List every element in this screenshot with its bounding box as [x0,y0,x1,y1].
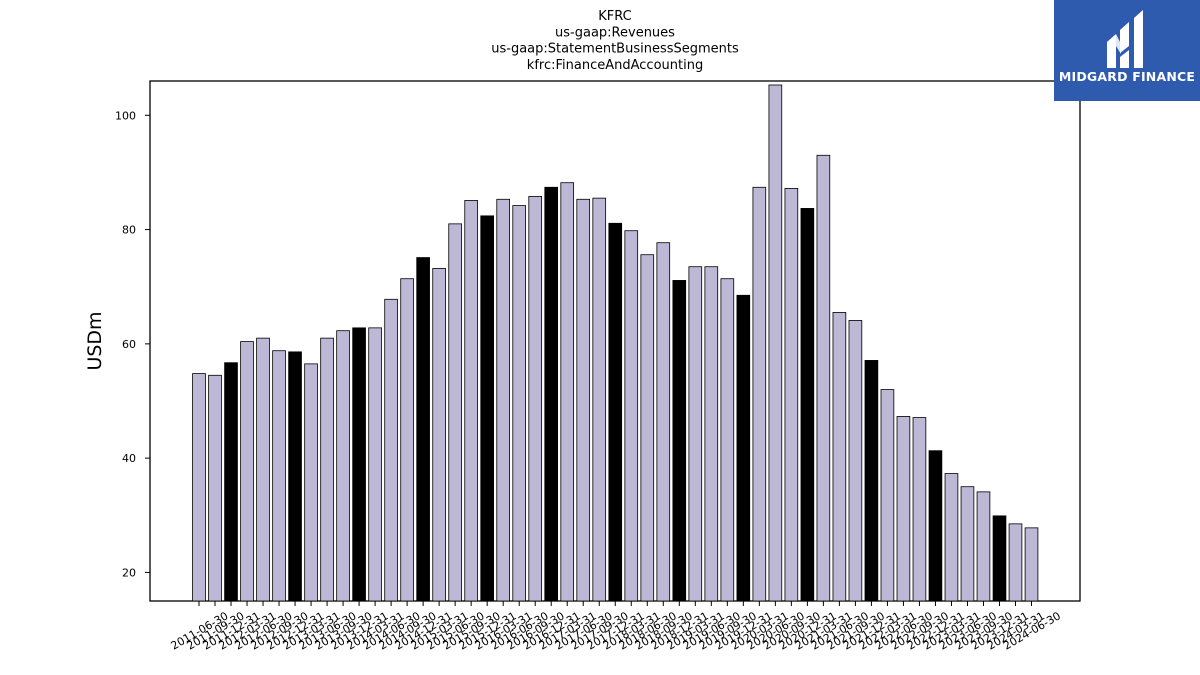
x-axis: 2011-06-302011-09-302011-12-312012-03-31… [169,601,1063,653]
y-tick-label: 60 [122,338,136,351]
bar-2011-06-30 [192,373,206,602]
bar-2022-03-31 [880,389,895,602]
bar-2013-09-30 [336,330,350,602]
bar-2021-06-30 [832,312,847,602]
bar-2021-12-31 [864,360,879,602]
bar-2017-09-30 [592,197,607,602]
bar-2014-06-30 [384,298,398,602]
bar-2020-09-30 [784,188,799,602]
chart-title-line: us-gaap:Revenues [555,25,675,40]
bar-2012-03-31 [240,341,254,602]
bar-2022-12-31 [928,450,943,602]
logo-text: MIDGARD FINANCE [1059,69,1195,84]
logo: MIDGARD FINANCE [1054,0,1200,101]
bar-2019-09-30 [720,278,735,602]
bar-2011-09-30 [208,374,222,602]
bar-2017-06-30 [576,198,591,602]
bar-2024-03-31 [1008,523,1023,602]
bar-2013-12-31 [352,327,366,602]
logo-mark-icon [1107,10,1143,68]
bar-2018-09-30 [656,242,671,602]
bar-series [192,84,1039,602]
bar-2013-06-30 [320,337,334,602]
bar-2017-03-31 [560,182,575,602]
bar-2022-06-30 [896,416,911,602]
bar-2018-06-30 [640,254,655,602]
bar-2020-06-30 [768,84,783,602]
bar-2023-12-31 [992,515,1007,602]
bar-2014-03-31 [368,327,382,602]
bar-2011-12-31 [224,362,238,602]
bar-2018-03-31 [624,230,639,602]
chart-title-line: KFRC [598,9,631,24]
bar-2020-12-31 [800,208,815,602]
bar-2018-12-31 [672,280,687,602]
y-tick-label: 20 [122,566,136,579]
bar-2014-09-30 [400,278,414,602]
bar-2012-12-31 [288,351,302,602]
bar-2015-06-30 [448,223,462,602]
bar-2020-03-31 [752,186,767,602]
bar-2015-03-31 [432,268,446,602]
bar-2023-06-30 [960,486,975,602]
bar-2019-06-30 [704,266,719,602]
y-tick-label: 80 [122,224,136,237]
bar-2014-12-31 [416,257,430,602]
bar-2015-12-31 [480,215,494,602]
bar-2022-09-30 [912,417,927,602]
bar-2016-06-30 [512,205,526,602]
bar-2016-12-31 [544,186,559,602]
bar-2016-03-31 [496,198,510,602]
chart-title-line: us-gaap:StatementBusinessSegments [491,42,739,57]
bar-2012-09-30 [272,350,286,602]
y-axis-label: USDm [84,311,106,370]
bar-2016-09-30 [528,196,543,602]
chart-title-line: kfrc:FinanceAndAccounting [527,58,703,73]
bar-2019-12-31 [736,294,751,602]
logo-background [1054,0,1200,101]
bar-2021-09-30 [848,320,863,602]
y-axis: 20 40 60 80 100 [115,109,150,579]
bar-2023-09-30 [976,491,991,602]
bar-2019-03-31 [688,266,703,602]
bar-2015-09-30 [464,200,478,602]
bar-2012-06-30 [256,337,270,602]
bar-2013-03-31 [304,363,318,602]
bar-2023-03-31 [944,473,959,602]
y-tick-label: 100 [115,109,136,122]
bar-2024-06-30 [1024,527,1039,602]
bar-2017-12-31 [608,222,623,602]
y-tick-label: 40 [122,452,136,465]
bar-2021-03-31 [816,154,831,602]
